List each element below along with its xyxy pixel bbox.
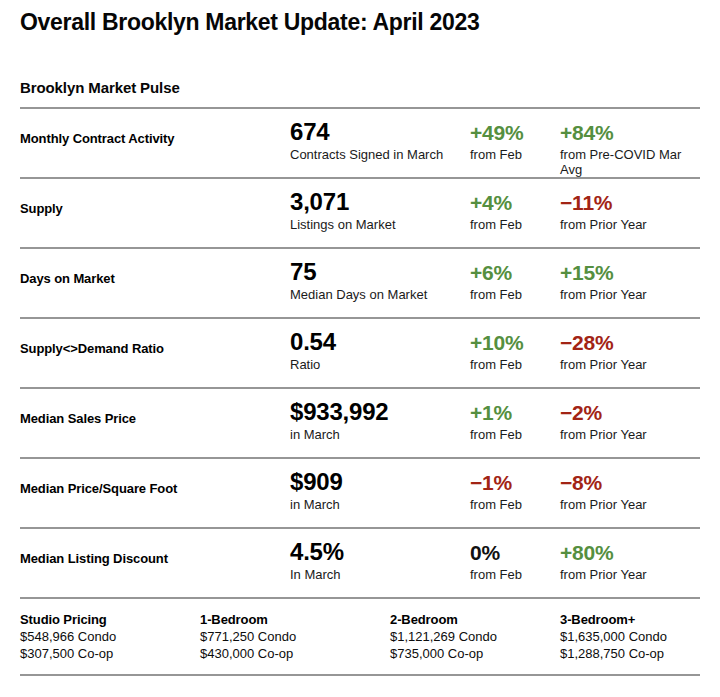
metric-change-yoy-number: +80% [560, 529, 700, 564]
metric-change-yoy: +80% from Prior Year [560, 529, 700, 597]
pricing-coop-value: $430,000 Co-op [200, 645, 390, 662]
metric-change-yoy-caption: from Prior Year [560, 357, 700, 372]
metric-change-mom-number: +49% [470, 109, 560, 144]
metric-row-median-sales-price: Median Sales Price $933,992 in March +1%… [20, 389, 700, 459]
metric-value: 0.54 Ratio [290, 319, 470, 387]
metric-label: Days on Market [20, 249, 290, 317]
pricing-condo-value: $1,635,000 Condo [560, 628, 700, 645]
metric-value: 674 Contracts Signed in March [290, 109, 470, 177]
metric-change-yoy-caption: from Prior Year [560, 217, 700, 232]
metric-change-yoy-caption: from Prior Year [560, 567, 700, 582]
pricing-column-studio: Studio Pricing $548,966 Condo $307,500 C… [20, 611, 200, 662]
metric-row-median-price-sqft: Median Price/Square Foot $909 in March −… [20, 459, 700, 529]
pricing-column-2-bedroom: 2-Bedroom $1,121,269 Condo $735,000 Co-o… [390, 611, 560, 662]
metric-label: Supply<>Demand Ratio [20, 319, 290, 387]
metric-row-median-listing-discount: Median Listing Discount 4.5% In March 0%… [20, 529, 700, 599]
market-update-page: Overall Brooklyn Market Update: April 20… [0, 10, 720, 676]
section-title: Brooklyn Market Pulse [20, 79, 700, 109]
metric-change-yoy: +84% from Pre-COVID Mar Avg [560, 109, 700, 177]
pricing-coop-value: $735,000 Co-op [390, 645, 560, 662]
pricing-column-header: 3-Bedroom+ [560, 611, 700, 628]
metric-change-yoy-number: +84% [560, 109, 700, 144]
metric-value-number: 0.54 [290, 319, 470, 354]
metric-value: $909 in March [290, 459, 470, 527]
metric-change-mom-number: +10% [470, 319, 560, 354]
metric-value-number: $909 [290, 459, 470, 494]
metric-change-yoy-caption: from Prior Year [560, 497, 700, 512]
metric-value: 4.5% In March [290, 529, 470, 597]
metric-row-days-on-market: Days on Market 75 Median Days on Market … [20, 249, 700, 319]
pricing-section: Studio Pricing $548,966 Condo $307,500 C… [20, 599, 700, 676]
metric-change-mom: +6% from Feb [470, 249, 560, 317]
metric-change-mom-caption: from Feb [470, 357, 560, 372]
metric-change-mom-caption: from Feb [470, 147, 560, 162]
pricing-column-header: 1-Bedroom [200, 611, 390, 628]
metric-change-mom-caption: from Feb [470, 567, 560, 582]
pricing-column-header: Studio Pricing [20, 611, 200, 628]
pricing-coop-value: $1,288,750 Co-op [560, 645, 700, 662]
metric-change-yoy-caption: from Prior Year [560, 427, 700, 442]
metric-change-mom-caption: from Feb [470, 287, 560, 302]
metric-change-yoy: −28% from Prior Year [560, 319, 700, 387]
metric-value-caption: Contracts Signed in March [290, 147, 470, 162]
metric-change-mom: −1% from Feb [470, 459, 560, 527]
metric-change-mom: +49% from Feb [470, 109, 560, 177]
metric-value-caption: in March [290, 497, 470, 512]
metric-change-yoy-caption: from Prior Year [560, 287, 700, 302]
metric-value: 3,071 Listings on Market [290, 179, 470, 247]
metric-value-caption: Listings on Market [290, 217, 470, 232]
metric-label: Median Listing Discount [20, 529, 290, 597]
metric-row-supply-demand-ratio: Supply<>Demand Ratio 0.54 Ratio +10% fro… [20, 319, 700, 389]
page-title: Overall Brooklyn Market Update: April 20… [20, 10, 700, 35]
metric-label: Median Sales Price [20, 389, 290, 457]
metric-change-mom: +1% from Feb [470, 389, 560, 457]
metric-change-mom-caption: from Feb [470, 497, 560, 512]
pricing-condo-value: $1,121,269 Condo [390, 628, 560, 645]
metric-change-mom-caption: from Feb [470, 427, 560, 442]
metric-label: Supply [20, 179, 290, 247]
metric-value-number: 3,071 [290, 179, 470, 214]
metric-change-mom-number: +6% [470, 249, 560, 284]
metric-value-caption: Median Days on Market [290, 287, 470, 302]
metric-value-number: $933,992 [290, 389, 470, 424]
metric-change-yoy: −11% from Prior Year [560, 179, 700, 247]
metric-change-yoy-caption: from Pre-COVID Mar Avg [560, 147, 700, 177]
metric-change-mom-number: +1% [470, 389, 560, 424]
metric-change-mom: +4% from Feb [470, 179, 560, 247]
metric-change-mom-caption: from Feb [470, 217, 560, 232]
metric-label: Median Price/Square Foot [20, 459, 290, 527]
metric-change-yoy: −8% from Prior Year [560, 459, 700, 527]
metric-change-yoy-number: −11% [560, 179, 700, 214]
metric-value: 75 Median Days on Market [290, 249, 470, 317]
metric-label: Monthly Contract Activity [20, 109, 290, 177]
metric-change-mom-number: −1% [470, 459, 560, 494]
metric-change-yoy-number: +15% [560, 249, 700, 284]
metric-value-number: 674 [290, 109, 470, 144]
metric-row-supply: Supply 3,071 Listings on Market +4% from… [20, 179, 700, 249]
metric-value-caption: In March [290, 567, 470, 582]
metric-row-monthly-contract-activity: Monthly Contract Activity 674 Contracts … [20, 109, 700, 179]
metric-value: $933,992 in March [290, 389, 470, 457]
metric-change-mom-number: 0% [470, 529, 560, 564]
metric-change-yoy-number: −2% [560, 389, 700, 424]
pricing-column-1-bedroom: 1-Bedroom $771,250 Condo $430,000 Co-op [200, 611, 390, 662]
metric-change-yoy: +15% from Prior Year [560, 249, 700, 317]
metric-value-number: 4.5% [290, 529, 470, 564]
pricing-condo-value: $548,966 Condo [20, 628, 200, 645]
metric-value-number: 75 [290, 249, 470, 284]
metric-change-yoy-number: −28% [560, 319, 700, 354]
metric-change-yoy: −2% from Prior Year [560, 389, 700, 457]
metric-change-yoy-number: −8% [560, 459, 700, 494]
pricing-coop-value: $307,500 Co-op [20, 645, 200, 662]
pricing-column-3-bedroom-plus: 3-Bedroom+ $1,635,000 Condo $1,288,750 C… [560, 611, 700, 662]
metric-change-mom-number: +4% [470, 179, 560, 214]
pricing-condo-value: $771,250 Condo [200, 628, 390, 645]
metric-change-mom: 0% from Feb [470, 529, 560, 597]
metric-value-caption: in March [290, 427, 470, 442]
metric-value-caption: Ratio [290, 357, 470, 372]
metric-change-mom: +10% from Feb [470, 319, 560, 387]
pricing-column-header: 2-Bedroom [390, 611, 560, 628]
